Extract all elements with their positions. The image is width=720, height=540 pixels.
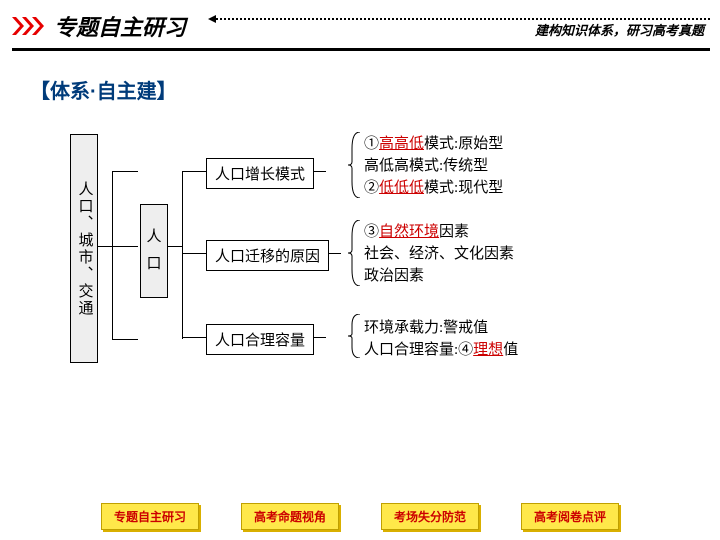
brace-icon [348, 132, 362, 198]
footer-btn-3[interactable]: 考场失分防范 [381, 503, 479, 530]
chevron-icon [12, 17, 46, 35]
footer-nav: 专题自主研习 高考命题视角 考场失分防范 高考阅卷点评 [0, 503, 720, 530]
leaf-1-0: ③自然环境因素 [364, 220, 469, 241]
leaf-2-1: 人口合理容量:④理想值 [364, 338, 518, 359]
footer-btn-4[interactable]: 高考阅卷点评 [521, 503, 619, 530]
leaf-0-1: 高低高模式:传统型 [364, 154, 488, 175]
level2-node: 人口 [140, 204, 168, 298]
root-node: 人口、城市、交通 [70, 134, 98, 363]
branch-box-2: 人口合理容量 [206, 324, 314, 355]
leaf-2-0: 环境承载力:警戒值 [364, 316, 488, 337]
header-title: 专题自主研习 [54, 10, 186, 42]
header-underline [12, 48, 710, 51]
leaf-0-0: ①高高低模式:原始型 [364, 132, 503, 153]
leaf-0-2: ②低低低模式:现代型 [364, 176, 503, 197]
header: 专题自主研习 建构知识体系，研习高考真题 [0, 0, 720, 48]
section-subtitle: 【体系·自主建】 [30, 75, 720, 104]
footer-btn-2[interactable]: 高考命题视角 [241, 503, 339, 530]
brace-icon [348, 314, 362, 358]
leaf-1-1: 社会、经济、文化因素 [364, 242, 514, 263]
header-tagline: 建构知识体系，研习高考真题 [535, 20, 704, 39]
branch-box-1: 人口迁移的原因 [206, 240, 329, 271]
concept-diagram: 人口、城市、交通 人口 人口增长模式 ①高高低模式:原始型高低高模式:传统型②低… [70, 134, 720, 394]
leaf-1-2: 政治因素 [364, 264, 424, 285]
footer-btn-1[interactable]: 专题自主研习 [101, 503, 199, 530]
branch-box-0: 人口增长模式 [206, 158, 314, 189]
brace-icon [348, 220, 362, 286]
